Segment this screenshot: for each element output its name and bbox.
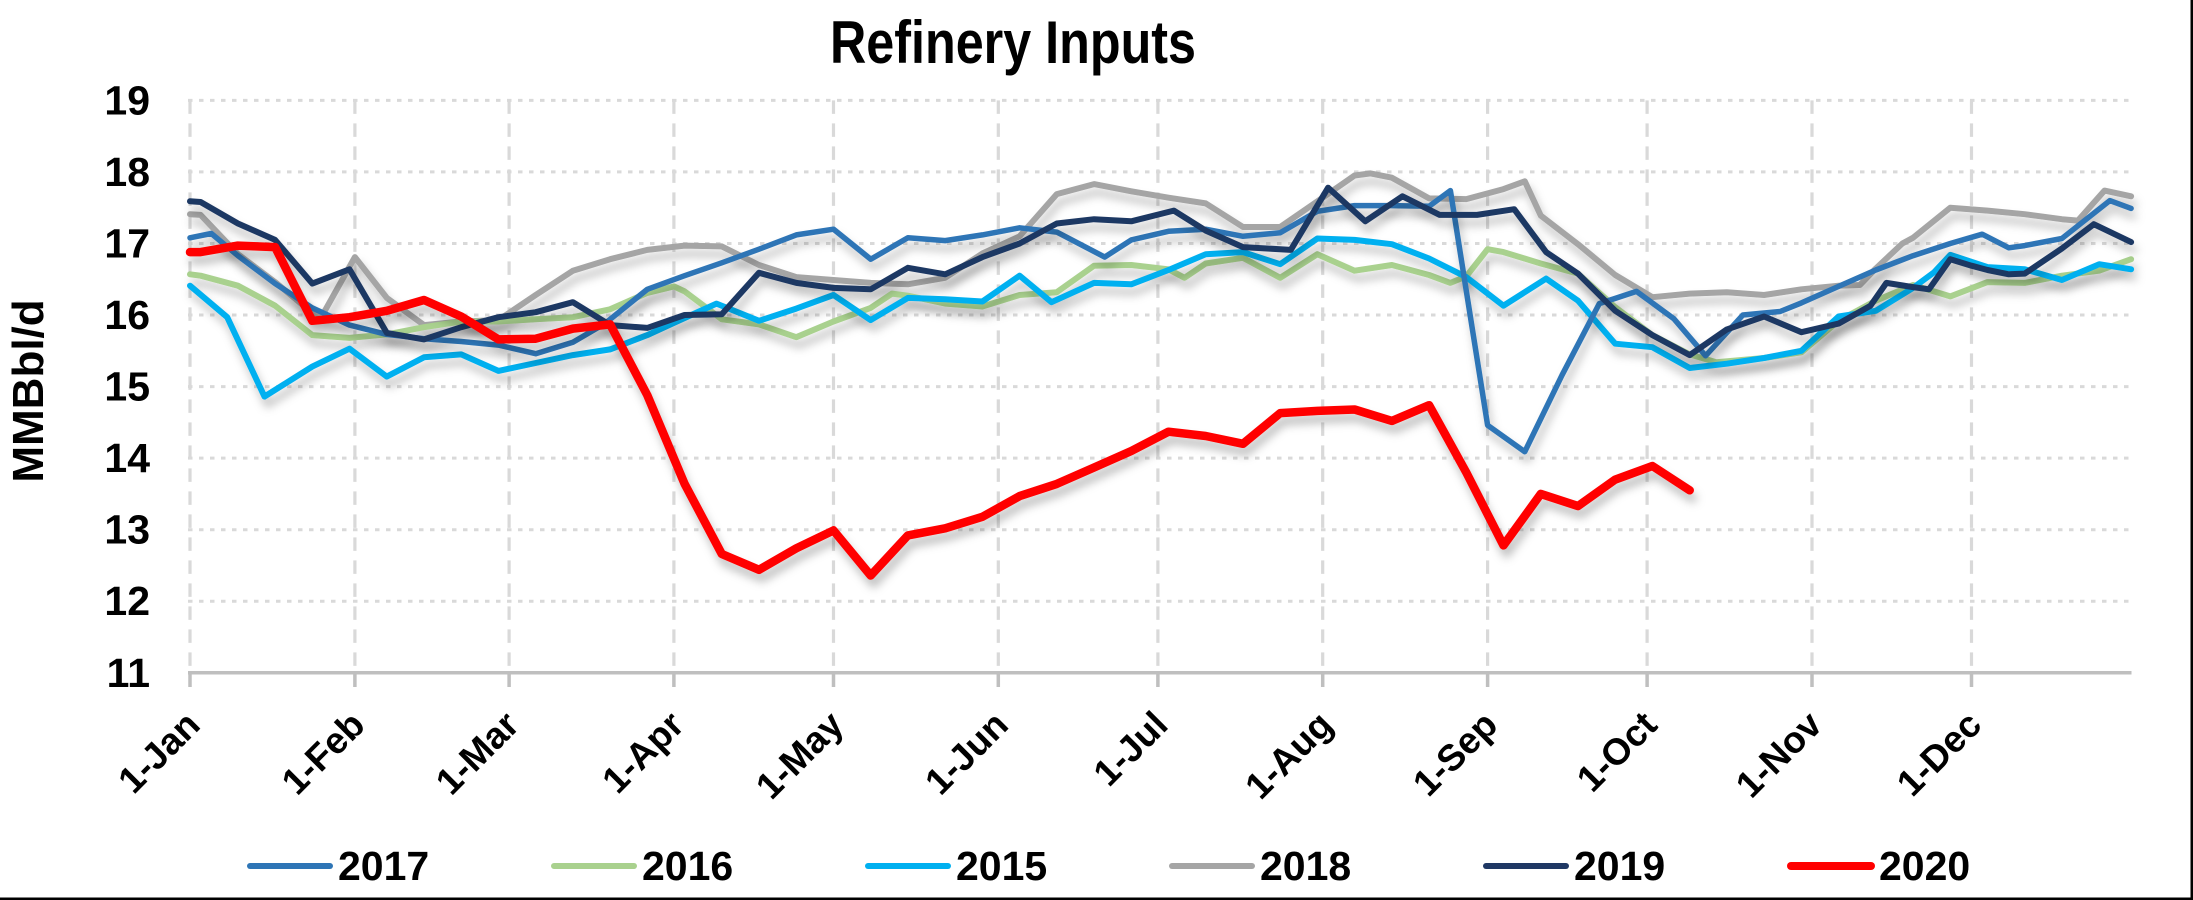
svg-text:2015: 2015 (956, 843, 1047, 889)
svg-text:2019: 2019 (1574, 843, 1665, 889)
svg-text:MMBbl/d: MMBbl/d (4, 299, 53, 482)
svg-text:2018: 2018 (1260, 843, 1351, 889)
svg-text:12: 12 (104, 578, 150, 624)
svg-text:2020: 2020 (1879, 843, 1970, 889)
svg-text:16: 16 (104, 292, 150, 338)
svg-text:18: 18 (104, 149, 150, 195)
svg-text:13: 13 (104, 507, 150, 553)
svg-text:19: 19 (104, 77, 150, 123)
svg-text:15: 15 (104, 364, 150, 410)
svg-text:14: 14 (104, 435, 150, 481)
svg-text:2016: 2016 (642, 843, 733, 889)
svg-text:17: 17 (104, 221, 150, 267)
svg-text:Refinery Inputs: Refinery Inputs (830, 9, 1196, 76)
svg-text:2017: 2017 (338, 843, 429, 889)
svg-text:11: 11 (107, 650, 150, 696)
